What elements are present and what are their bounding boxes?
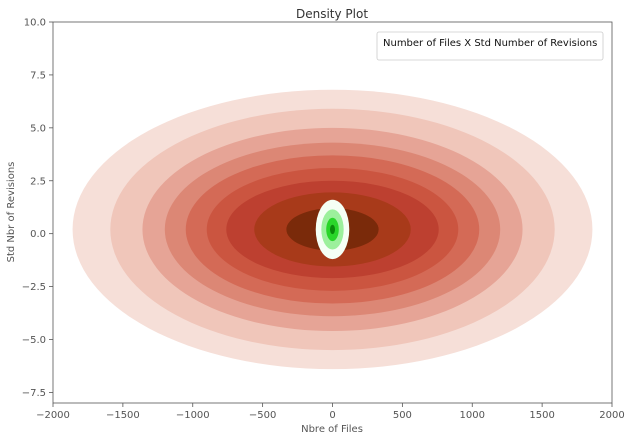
y-axis-label: Std Nbr of Revisions bbox=[6, 162, 17, 263]
y-axis: −7.5 −5.0 −2.5 0.0 2.5 5.0 7.5 10.0 bbox=[22, 18, 53, 399]
y-tick-label: 0.0 bbox=[30, 229, 46, 240]
x-tick-label: −2000 bbox=[36, 410, 70, 421]
x-axis-label: Nbre of Files bbox=[301, 424, 363, 435]
x-tick-label: 2000 bbox=[599, 410, 624, 421]
y-tick-label: 10.0 bbox=[24, 18, 46, 29]
density-contours bbox=[72, 89, 593, 370]
y-tick-label: 5.0 bbox=[30, 123, 46, 134]
x-tick-label: 500 bbox=[393, 410, 412, 421]
x-tick-label: 1000 bbox=[460, 410, 485, 421]
x-axis: −2000 −1500 −1000 −500 0 500 1000 1500 2000 bbox=[36, 403, 625, 421]
legend-box bbox=[376, 31, 604, 61]
y-tick-label: −7.5 bbox=[22, 388, 46, 399]
x-tick-label: 1500 bbox=[529, 410, 554, 421]
y-tick-label: 2.5 bbox=[30, 176, 46, 187]
chart-title: Density Plot bbox=[296, 7, 368, 21]
x-tick-label: −500 bbox=[249, 410, 276, 421]
x-tick-label: −1000 bbox=[176, 410, 210, 421]
y-tick-label: −2.5 bbox=[22, 282, 46, 293]
x-tick-label: 0 bbox=[329, 410, 335, 421]
y-tick-label: 7.5 bbox=[30, 70, 46, 81]
x-tick-label: −1500 bbox=[106, 410, 140, 421]
legend-entry: Number of Files X Std Number of Revision… bbox=[383, 38, 597, 49]
density-level-greens-3 bbox=[329, 224, 336, 235]
y-tick-label: −5.0 bbox=[22, 335, 46, 346]
legend: Number of Files X Std Number of Revision… bbox=[376, 31, 604, 61]
